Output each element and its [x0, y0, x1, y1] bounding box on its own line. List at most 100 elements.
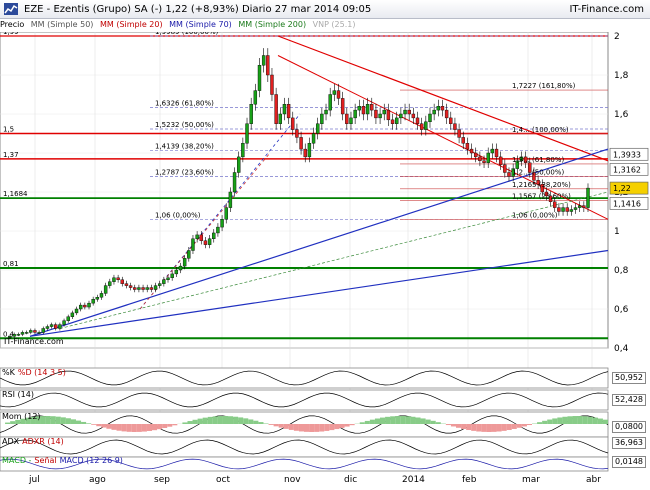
legend-ma70[interactable]: MM (Simple 70)	[169, 20, 232, 29]
mom-bar	[466, 424, 472, 431]
candle-body	[266, 55, 270, 76]
legend-ma200[interactable]: MM (Simple 200)	[238, 20, 307, 29]
macd-label: MACD - Señal MACD (12 26 9)	[2, 456, 126, 465]
candle-body	[87, 302, 91, 308]
stoch-value: 50,952	[612, 372, 646, 384]
stoch-params: %D (14 3 5)	[17, 368, 66, 377]
mom-bar	[136, 424, 142, 432]
candle-body	[162, 279, 166, 284]
mom-bar	[86, 423, 92, 424]
y-tick-label: 1,6	[614, 110, 629, 120]
mom-bar	[111, 424, 117, 430]
fan-line	[139, 152, 271, 310]
price-tag-box	[609, 197, 649, 210]
candle-body	[124, 283, 129, 286]
y-tick-label: 1,8	[614, 71, 629, 81]
candle-body	[486, 152, 490, 163]
candle-body	[199, 234, 203, 241]
price-tag-box	[609, 147, 649, 161]
candle-body	[137, 287, 141, 290]
mom-bar	[278, 424, 284, 428]
candle-body	[449, 117, 453, 124]
downtrend-line	[277, 35, 609, 162]
level-left-label: 1,5	[3, 126, 14, 134]
mom-bar	[456, 424, 462, 428]
y-tick-label: 1	[614, 227, 620, 237]
candle-body	[557, 207, 561, 212]
indicator-line	[0, 392, 609, 408]
fibo-right-label: 1,1567 (23,60%)	[512, 192, 571, 200]
price-chart[interactable]: 1,9989 (100,00%) 1,6326 (61,80%) 1,5232 (5…	[0, 32, 650, 490]
mom-bar	[35, 416, 41, 424]
mom-bar	[592, 417, 598, 424]
candle-body	[519, 156, 524, 162]
candle-body	[253, 90, 258, 105]
brand-label: IT-Finance.com	[569, 4, 644, 15]
fibo-label: 1,5232 (50,00%)	[155, 121, 214, 129]
mom-bar	[126, 424, 132, 432]
adx-params: ADXR (14)	[22, 437, 64, 446]
x-tick-label: jul	[28, 475, 40, 485]
candle-body	[577, 205, 582, 208]
candle-body	[548, 195, 553, 202]
candle-body	[295, 129, 299, 138]
level-left-label: 1,37	[3, 151, 19, 159]
candle-body	[232, 172, 237, 193]
x-tick-label: feb	[462, 475, 477, 485]
legend-vnp[interactable]: VNP (25.1)	[312, 20, 356, 29]
mom-bar	[304, 424, 310, 432]
uptrend-line	[29, 249, 609, 337]
mom-bar	[101, 424, 107, 428]
candle-body	[586, 187, 590, 208]
stoch-label: %K %D (14 3 5)	[2, 368, 69, 377]
mom-bar	[30, 416, 36, 424]
legend-precio[interactable]: Precio	[0, 20, 25, 29]
mom-bar	[526, 424, 532, 426]
mom-bar	[374, 418, 380, 424]
mom-bar	[106, 424, 112, 429]
mom-bar	[587, 416, 593, 424]
candle-body	[345, 113, 349, 124]
candle-body	[419, 123, 424, 130]
candle-body	[320, 113, 324, 124]
candle-body	[536, 180, 540, 185]
mom-bar	[430, 420, 436, 424]
mom-bar	[141, 424, 147, 432]
candle-body	[428, 113, 432, 123]
adx-name: ADX	[2, 437, 20, 446]
mom-bar	[50, 416, 56, 424]
candle-body	[291, 117, 295, 130]
candle-body	[498, 156, 503, 165]
candle-body	[66, 316, 70, 321]
mom-bar	[486, 424, 492, 432]
fibo-label: 1,06 (0,00%)	[155, 211, 201, 219]
candle-body	[403, 109, 407, 115]
candle-body	[62, 320, 66, 325]
candle-body	[503, 164, 507, 173]
mom-bar	[248, 419, 254, 424]
candle-body	[532, 172, 536, 181]
rsi-label: RSI (14)	[2, 390, 34, 399]
x-tick-label: ago	[89, 475, 106, 485]
candle-body	[523, 156, 528, 163]
chart-title: EZE - Ezentis (Grupo) SA (-) 1,22 (+8,93…	[24, 4, 372, 15]
legend-ma20[interactable]: MM (Simple 20)	[99, 20, 163, 29]
mom-bar	[380, 417, 386, 424]
mom-bar	[288, 424, 294, 430]
candle-body	[511, 168, 515, 177]
x-tick-label: 2014	[402, 475, 425, 485]
level-labels: 1,9989 (100,00%) 1,6326 (61,80%) 1,5232 (5…	[3, 32, 576, 346]
legend-ma50[interactable]: MM (Simple 50)	[30, 20, 94, 29]
indicator-line	[0, 415, 609, 434]
candle-body	[582, 205, 586, 208]
mom-bar	[192, 419, 198, 424]
candle-body	[528, 162, 532, 173]
fibo-right-label: 1,7227 (161,80%)	[512, 82, 576, 90]
candle-body	[569, 209, 574, 212]
mom-bar	[167, 424, 173, 427]
mom-bar	[273, 424, 279, 427]
mom-bar	[55, 416, 61, 424]
candle-body	[303, 148, 307, 158]
mom-bar	[369, 419, 375, 424]
mom-bar	[364, 420, 370, 424]
